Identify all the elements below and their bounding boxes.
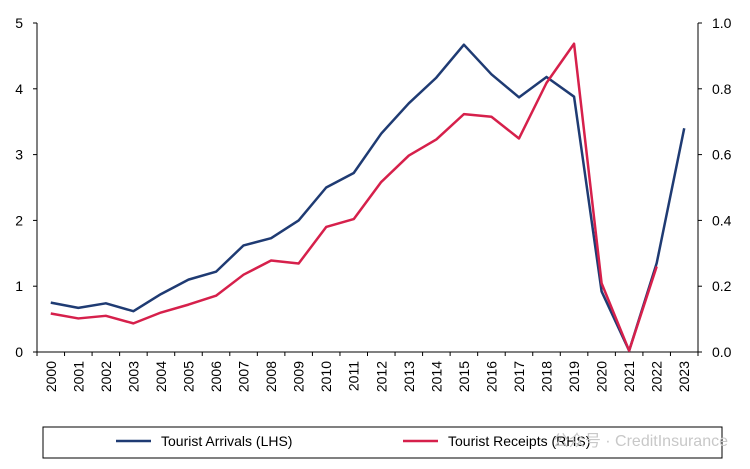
x-tick-label: 2012 [373,361,389,392]
series-lines [50,42,686,352]
x-tick-label: 2000 [43,361,59,392]
left-tick-label: 2 [15,212,23,228]
x-tick-label: 2017 [511,361,527,392]
x-tick-label: 2020 [594,361,610,392]
legend-label-tourist-receipts: Tourist Receipts (RHS) [448,433,590,449]
x-tick-label: 2008 [263,361,279,392]
left-tick-label: 4 [15,81,23,97]
right-tick-label: 0.4 [712,212,732,228]
x-tick-label: 2001 [70,361,86,392]
x-tick-label: 2009 [291,361,307,392]
left-tick-label: 0 [15,344,23,360]
right-tick-label: 0.2 [712,278,732,294]
legend-box [42,426,723,459]
x-tick-label: 2004 [153,361,169,392]
legend-label-tourist-arrivals: Tourist Arrivals (LHS) [161,433,292,449]
left-tick-label: 5 [15,15,23,31]
x-tick-label: 2014 [428,361,444,392]
left-tick-label: 3 [15,147,23,163]
watermark: 公众号 · CreditInsurance [553,432,728,450]
x-tick-label: 2003 [125,361,141,392]
x-tick-label: 2015 [456,361,472,392]
right-tick-label: 1.0 [712,15,732,31]
x-tick-label: 2022 [649,361,665,392]
left-tick-label: 1 [15,278,23,294]
legend: Tourist Arrivals (LHS) Tourist Receipts … [42,426,723,459]
right-tick-label: 0.6 [712,147,732,163]
x-tick-label: 2019 [566,361,582,392]
x-tick-label: 2023 [676,361,692,392]
x-tick-label: 2013 [401,361,417,392]
axes [33,22,702,356]
x-tick-label: 2010 [318,361,334,392]
x-tick-label: 2021 [621,361,637,392]
series-line-tourist-receipts [50,42,658,352]
x-tick-label: 2006 [208,361,224,392]
series-line-tourist-arrivals [50,43,686,352]
right-tick-label: 0.8 [712,81,732,97]
x-tick-label: 2016 [483,361,499,392]
x-tick-label: 2018 [539,361,555,392]
tick-labels: 0 1 2 3 4 5 0.0 0.2 0.4 0.6 0.8 1.0 2000 2001 2002 2003… [15,15,731,392]
x-tick-label: 2007 [236,361,252,392]
x-tick-label: 2011 [346,361,362,391]
right-tick-label: 0.0 [712,344,732,360]
x-tick-label: 2005 [180,361,196,392]
x-tick-label: 2002 [98,361,114,392]
